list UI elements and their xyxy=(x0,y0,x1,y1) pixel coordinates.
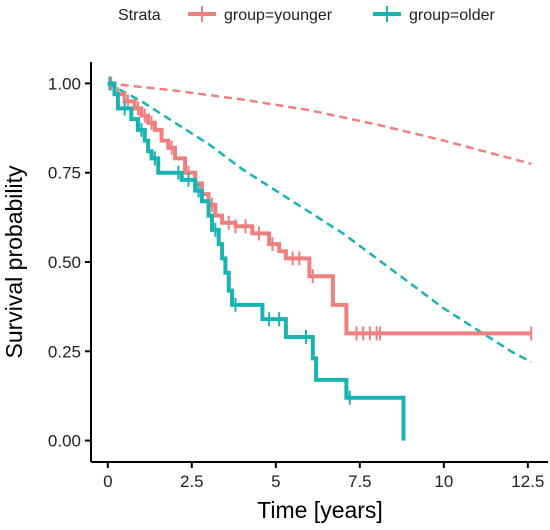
x-ticks: 0 2.5 5 7.5 10 12.5 xyxy=(103,462,544,491)
axes: 0 2.5 5 7.5 10 12.5 0.00 0.25 0.50 0.75 1.00 xyxy=(48,62,548,491)
legend-key-older xyxy=(373,6,401,22)
y-axis-title: Survival probability xyxy=(1,165,27,359)
y-tick-label: 0.00 xyxy=(48,432,81,451)
y-tick-label: 0.50 xyxy=(48,253,81,272)
legend-label-younger: group=younger xyxy=(224,7,333,24)
x-tick-label: 12.5 xyxy=(511,472,544,491)
y-tick-label: 0.75 xyxy=(48,164,81,183)
x-tick-label: 7.5 xyxy=(348,472,372,491)
y-tick-label: 1.00 xyxy=(48,74,81,93)
x-tick-label: 10 xyxy=(434,472,453,491)
legend-label-older: group=older xyxy=(409,7,496,24)
survival-curve-group-younger xyxy=(107,81,532,336)
survival-curve-group-older xyxy=(107,81,406,441)
dashed-curve-reference-2 xyxy=(107,82,532,166)
plot-area xyxy=(107,76,533,441)
y-ticks: 0.00 0.25 0.50 0.75 1.00 xyxy=(48,74,91,451)
x-axis-title: Time [years] xyxy=(257,497,383,523)
legend-title: Strata xyxy=(118,7,161,24)
x-tick-label: 2.5 xyxy=(180,472,204,491)
y-tick-label: 0.25 xyxy=(48,342,81,361)
x-tick-label: 0 xyxy=(103,472,112,491)
x-tick-label: 5 xyxy=(271,472,280,491)
legend: Strata group=younger group=older xyxy=(118,6,496,24)
dashed-curve-reference-3 xyxy=(107,82,532,364)
legend-key-younger xyxy=(188,6,216,22)
